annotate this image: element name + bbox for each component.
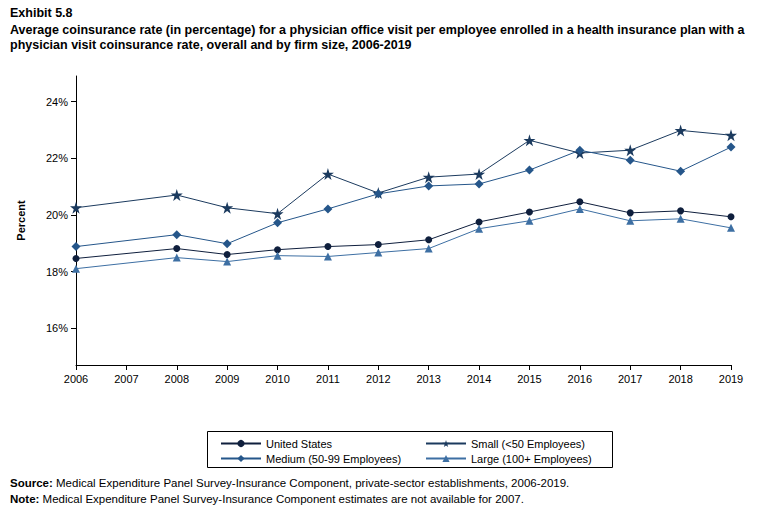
svg-text:Medical Expenditure Panel Surv: Medical Expenditure Panel Survey-Insuran…	[53, 477, 570, 489]
svg-text:Average coinsurance rate (in p: Average coinsurance rate (in percentage)…	[10, 23, 748, 37]
svg-text:2006: 2006	[64, 373, 88, 385]
svg-text:Large (100+ Employees): Large (100+ Employees)	[471, 453, 592, 465]
svg-text:2009: 2009	[215, 373, 239, 385]
svg-text:24%: 24%	[46, 96, 68, 108]
svg-text:2010: 2010	[265, 373, 289, 385]
svg-text:2013: 2013	[416, 373, 440, 385]
svg-text:2016: 2016	[568, 373, 592, 385]
svg-text:2011: 2011	[316, 373, 340, 385]
svg-text:Note:: Note:	[10, 493, 39, 505]
svg-text:physician visit coinsurance ra: physician visit coinsurance rate, overal…	[10, 38, 412, 52]
svg-text:Source:: Source:	[10, 477, 53, 489]
svg-text:2017: 2017	[618, 373, 642, 385]
svg-text:Medical Expenditure Panel Surv: Medical Expenditure Panel Survey-Insuran…	[39, 493, 524, 505]
svg-text:2019: 2019	[719, 373, 743, 385]
svg-text:22%: 22%	[46, 152, 68, 164]
svg-text:2015: 2015	[517, 373, 541, 385]
svg-text:16%: 16%	[46, 322, 68, 334]
svg-text:20%: 20%	[46, 209, 68, 221]
svg-text:United States: United States	[266, 438, 333, 450]
svg-text:2012: 2012	[366, 373, 390, 385]
svg-text:2018: 2018	[668, 373, 692, 385]
svg-text:2007: 2007	[114, 373, 138, 385]
svg-text:18%: 18%	[46, 266, 68, 278]
svg-text:Percent: Percent	[15, 200, 27, 241]
svg-text:Exhibit 5.8: Exhibit 5.8	[10, 6, 73, 20]
svg-text:2014: 2014	[467, 373, 491, 385]
svg-text:Small (<50 Employees): Small (<50 Employees)	[471, 438, 585, 450]
svg-text:2008: 2008	[165, 373, 189, 385]
svg-text:Medium (50-99 Employees): Medium (50-99 Employees)	[266, 453, 401, 465]
